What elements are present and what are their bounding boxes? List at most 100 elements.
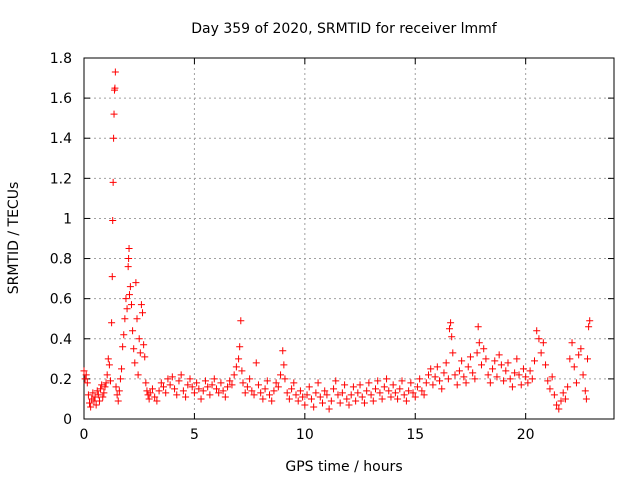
data-point: [537, 349, 545, 357]
data-point: [261, 385, 269, 393]
data-point: [248, 387, 256, 395]
data-point: [296, 387, 304, 395]
data-point: [101, 383, 109, 391]
data-point: [259, 395, 267, 403]
data-point: [119, 343, 127, 351]
data-point: [478, 361, 485, 369]
data-point: [235, 355, 243, 363]
data-point: [497, 361, 505, 369]
data-point: [146, 389, 154, 397]
data-point: [228, 381, 236, 389]
data-point: [92, 401, 100, 409]
data-point: [148, 385, 156, 393]
data-point: [489, 365, 497, 373]
data-point: [447, 319, 455, 327]
data-point: [433, 363, 441, 371]
y-tick-label: 0.2: [50, 372, 72, 388]
data-point: [190, 389, 198, 397]
data-point: [416, 375, 424, 383]
data-point: [367, 391, 375, 399]
data-point: [378, 395, 386, 403]
data-point: [288, 385, 296, 393]
data-point: [239, 379, 247, 387]
data-point: [526, 367, 534, 375]
data-point: [208, 381, 216, 389]
y-tick-label: 0.8: [50, 252, 72, 268]
data-point: [197, 395, 205, 403]
data-point: [285, 395, 293, 403]
data-point: [110, 134, 118, 142]
data-point: [568, 339, 576, 347]
data-point: [217, 379, 225, 387]
data-point: [94, 391, 102, 399]
data-point: [132, 279, 140, 287]
data-point: [103, 371, 111, 379]
data-point: [272, 379, 280, 387]
data-point: [142, 379, 150, 387]
data-point: [544, 377, 552, 385]
data-point: [266, 391, 273, 399]
data-point: [581, 387, 589, 395]
data-point: [280, 361, 288, 369]
data-point: [354, 389, 362, 397]
data-point: [584, 355, 591, 363]
data-point: [438, 385, 446, 393]
data-point: [376, 389, 384, 397]
x-tick-label: 0: [80, 427, 89, 443]
data-point: [336, 399, 344, 407]
data-point: [292, 391, 300, 399]
data-point: [171, 385, 179, 393]
data-point: [586, 317, 594, 325]
data-point: [352, 397, 360, 405]
data-point: [455, 367, 463, 375]
data-point: [141, 353, 149, 361]
data-point: [109, 178, 117, 186]
data-point: [469, 369, 477, 377]
tick-layer: 0 5 10 15 20 0 0.2 0.4 0.6 0.8 1 1.2 1.4 1.6 1.8: [50, 51, 614, 443]
data-point: [236, 343, 244, 351]
data-point: [131, 359, 139, 367]
data-point: [137, 301, 145, 309]
data-point: [453, 381, 461, 389]
data-point: [162, 389, 170, 397]
data-point: [281, 375, 289, 383]
data-point: [105, 361, 113, 369]
data-point: [585, 323, 593, 331]
data-point: [299, 393, 307, 401]
data-point: [508, 383, 516, 391]
data-point: [177, 371, 185, 379]
data-point: [524, 379, 532, 387]
data-point: [383, 375, 391, 383]
data-point: [570, 363, 578, 371]
data-point: [122, 295, 130, 303]
data-point: [81, 375, 89, 383]
data-point: [124, 263, 132, 271]
data-point: [546, 385, 554, 393]
data-point: [358, 393, 366, 401]
chart-title: Day 359 of 2020, SRMTID for receiver lmm…: [191, 21, 498, 37]
data-point: [226, 377, 234, 385]
data-point: [184, 381, 192, 389]
y-tick-label: 0.6: [50, 292, 72, 308]
data-point: [553, 401, 561, 409]
data-point: [535, 335, 543, 343]
data-point: [120, 331, 128, 339]
data-point: [400, 391, 408, 399]
data-point: [136, 349, 144, 357]
data-point: [387, 393, 395, 401]
data-point: [482, 355, 490, 363]
data-point: [199, 387, 207, 395]
data-point: [409, 389, 417, 397]
data-point: [193, 379, 201, 387]
data-point: [89, 389, 97, 397]
data-point: [506, 375, 514, 383]
data-point: [166, 381, 174, 389]
data-point: [173, 391, 181, 399]
data-point: [307, 395, 315, 403]
data-point: [448, 333, 456, 341]
data-point: [213, 385, 220, 393]
data-point: [550, 391, 558, 399]
data-point: [224, 383, 232, 391]
data-point: [109, 216, 117, 224]
